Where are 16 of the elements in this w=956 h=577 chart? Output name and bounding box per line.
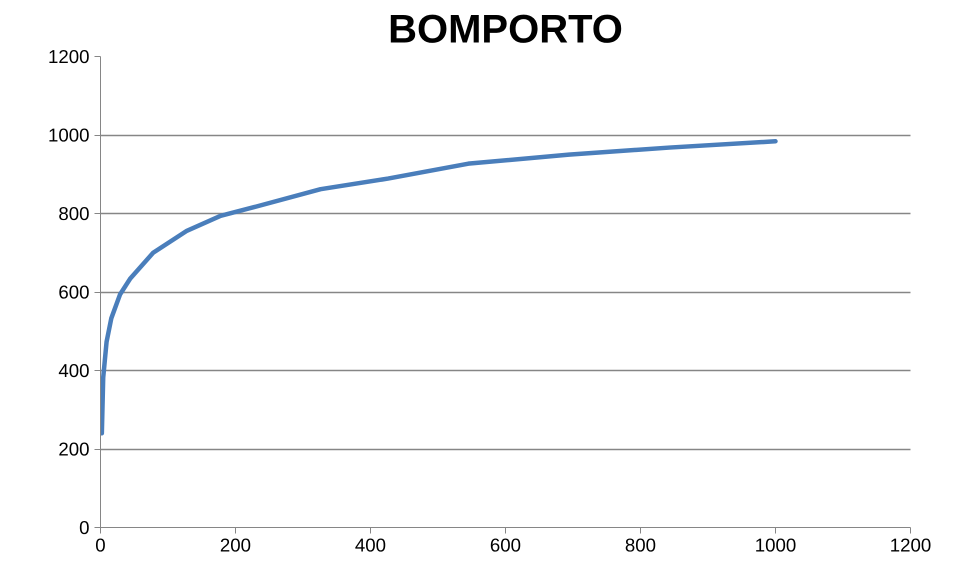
x-tick-label: 0	[95, 534, 106, 556]
x-tick-label: 200	[220, 534, 252, 556]
y-tick-label: 400	[58, 360, 90, 381]
x-tick-label: 600	[490, 534, 522, 556]
y-tick-label: 200	[58, 438, 90, 460]
y-tick-label: 0	[79, 517, 90, 538]
y-tick-label: 800	[58, 203, 90, 224]
x-tick-label: 1200	[890, 534, 932, 556]
y-tick-label: 1200	[48, 46, 90, 67]
line-series	[100, 139, 778, 436]
chart-title: BOMPORTO	[388, 8, 623, 52]
y-tick-label: 600	[58, 282, 90, 302]
x-tick-label: 1000	[754, 534, 796, 556]
y-tick-label: 1000	[48, 124, 90, 146]
x-tick-label: 800	[624, 534, 656, 556]
x-tick-label: 400	[354, 534, 386, 556]
